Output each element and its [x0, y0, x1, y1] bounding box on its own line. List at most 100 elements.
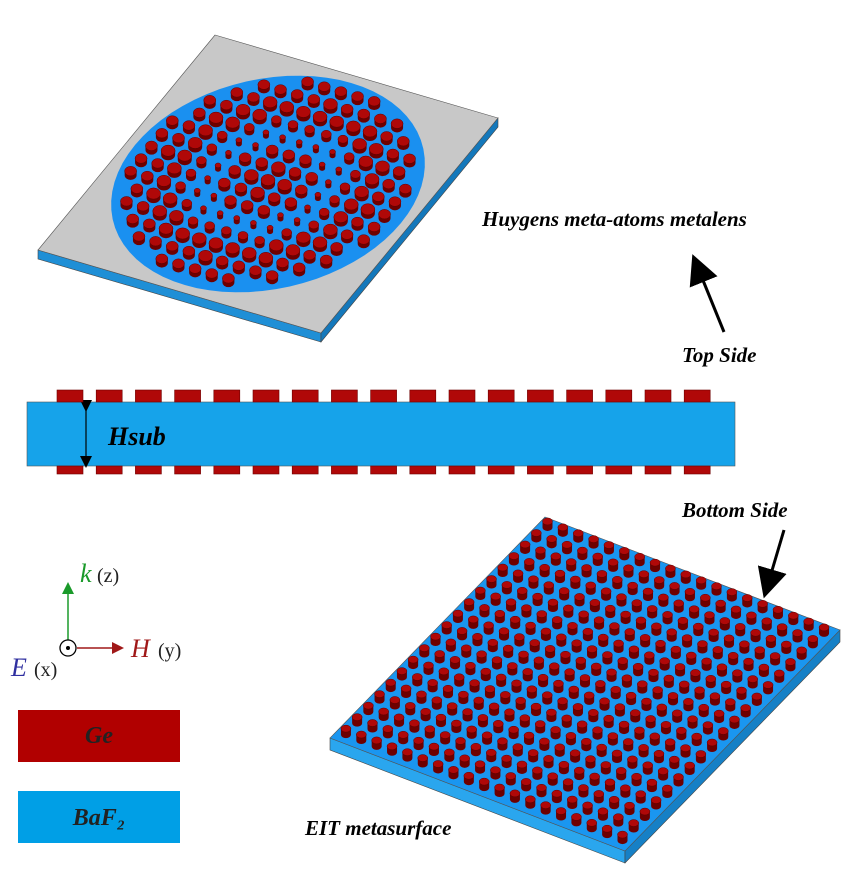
pillar-top: [590, 662, 602, 671]
eit-label: EIT metasurface: [304, 816, 451, 840]
pillar-top: [501, 581, 513, 589]
pillar-top: [620, 784, 631, 793]
pillar-top: [240, 200, 254, 211]
pillar-top: [554, 569, 566, 578]
pillar-top: [385, 678, 396, 687]
pillar-top: [372, 191, 385, 202]
axes: k (z) H (y) E (x): [10, 559, 181, 682]
pillar-top: [343, 152, 355, 161]
pillar-top: [455, 737, 466, 745]
pillar: [252, 389, 280, 403]
pillar-top: [126, 213, 139, 224]
pillar-top: [704, 611, 715, 619]
pillar-top: [500, 691, 511, 699]
pillar-top: [308, 220, 320, 230]
pillar-top: [525, 795, 536, 803]
eit-plate: [329, 516, 841, 864]
pillar: [409, 465, 437, 475]
pillar-top: [518, 650, 529, 659]
pillar-top: [720, 680, 732, 689]
pillar-top: [487, 638, 499, 647]
k-label: k: [80, 559, 92, 588]
pillar-top: [508, 552, 520, 560]
pillar-top: [389, 696, 401, 704]
pillar-top: [146, 187, 161, 200]
pillar-top: [678, 680, 690, 689]
pillar-top: [475, 586, 486, 595]
pillar-top: [287, 120, 299, 129]
pillar-top: [695, 576, 707, 585]
pillar-top: [156, 175, 172, 187]
pillar-top: [606, 668, 617, 677]
legend-label: Ge: [85, 723, 113, 749]
hsub-label: Hsub: [107, 422, 166, 451]
pillar: [95, 389, 123, 403]
pillar-top: [619, 547, 630, 555]
pillar-top: [323, 98, 338, 110]
pillar: [291, 465, 319, 475]
pillar-top: [284, 197, 298, 208]
pillar-top: [222, 273, 235, 284]
pillar-top: [413, 736, 424, 745]
pillar: [331, 389, 358, 403]
pillar-top: [459, 754, 470, 763]
pillar-top: [646, 778, 658, 787]
pillar-top: [374, 690, 385, 698]
pillar-top: [691, 732, 702, 741]
pillar-top: [438, 667, 450, 676]
pillar-top: [622, 738, 634, 746]
pillar-top: [534, 720, 546, 728]
e-label: E: [10, 653, 27, 682]
pillar-top: [403, 153, 416, 164]
pillar-top: [635, 616, 647, 625]
pillar-top: [562, 778, 574, 786]
pillar-top: [386, 742, 398, 751]
pillar-top: [582, 801, 593, 810]
pillar-top: [250, 220, 257, 226]
pillar-top: [673, 773, 684, 781]
pillar-top: [632, 663, 644, 671]
pillar-top: [638, 570, 650, 578]
pillar-top: [337, 134, 349, 144]
pillar: [487, 465, 515, 475]
pillar-top: [325, 179, 332, 185]
pillar-top: [585, 755, 596, 763]
metalens-label: Huygens meta-atoms metalens: [481, 207, 747, 231]
pillar-top: [428, 742, 440, 751]
pillar-top: [729, 715, 740, 724]
pillar-top: [750, 628, 761, 637]
pillar-top: [317, 81, 331, 92]
pillar-top: [785, 658, 796, 666]
pillar-top: [667, 692, 679, 700]
pillar-top: [187, 216, 199, 226]
pillar-top: [234, 182, 248, 193]
pillar-top: [637, 680, 648, 688]
pillar-top: [677, 616, 689, 625]
pillar-top: [588, 709, 599, 717]
pillar-top: [578, 610, 589, 619]
pillar-top: [723, 634, 735, 643]
pillar-top: [762, 681, 774, 689]
pillar-top: [494, 783, 505, 792]
ge-swatch: [18, 710, 180, 762]
pillar-top: [600, 761, 612, 769]
pillar-top: [465, 661, 476, 670]
pillar-top: [274, 84, 287, 95]
pillar-top: [532, 766, 543, 775]
pillar-top: [357, 234, 370, 245]
pillar: [409, 389, 437, 403]
h-label: H: [130, 634, 151, 663]
pillar-top: [638, 744, 649, 752]
pillar-top: [235, 137, 243, 143]
pillar-top: [624, 628, 636, 636]
pillar-top: [589, 772, 600, 781]
pillar-top: [323, 223, 338, 236]
pillar-top: [528, 575, 539, 583]
pillar-top: [642, 587, 654, 596]
pillar-top: [158, 222, 174, 235]
pillar-top: [250, 186, 265, 199]
pillar-top: [463, 598, 475, 606]
pillar: [370, 465, 397, 475]
pillar-top: [356, 730, 367, 739]
pillar-top: [155, 253, 169, 264]
